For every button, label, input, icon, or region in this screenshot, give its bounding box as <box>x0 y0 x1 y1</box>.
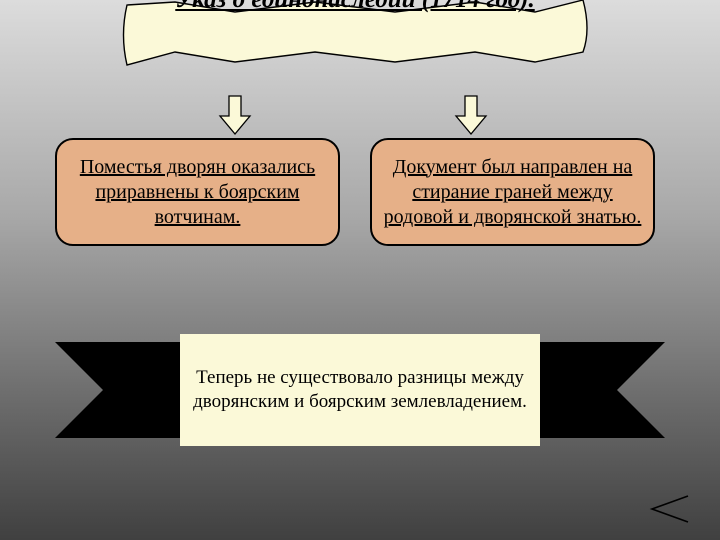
box-right-text: Документ был направлен на стирание гране… <box>382 155 643 230</box>
title-text: Указ о единонаследии (1714 год). <box>115 0 595 15</box>
arrow-left <box>218 94 252 134</box>
box-right: Документ был направлен на стирание гране… <box>370 138 655 246</box>
conclusion-text: Теперь не существовало разницы между дво… <box>180 334 540 446</box>
conclusion-text-span: Теперь не существовало разницы между дво… <box>180 366 540 414</box>
arrow-right <box>454 94 488 134</box>
box-left-text: Поместья дворян оказались приравнены к б… <box>67 155 328 230</box>
nav-back-button[interactable] <box>640 492 692 526</box>
slide: Указ о единонаследии (1714 год). Поместь… <box>0 0 720 540</box>
box-left: Поместья дворян оказались приравнены к б… <box>55 138 340 246</box>
conclusion-ribbon: Теперь не существовало разницы между дво… <box>55 330 665 450</box>
chevron-left-icon <box>640 492 692 526</box>
title-banner: Указ о единонаследии (1714 год). <box>115 0 595 90</box>
